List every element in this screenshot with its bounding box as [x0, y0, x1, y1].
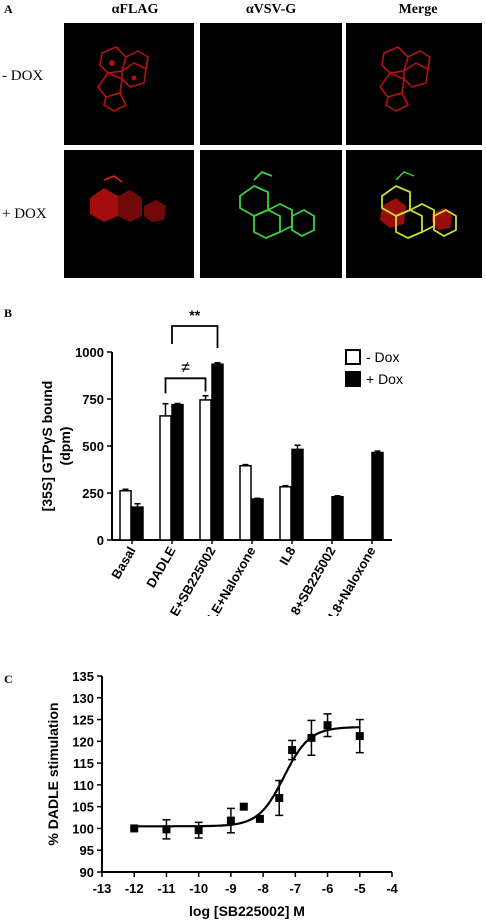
- bar-minus-dox: [279, 486, 292, 541]
- x-tick-label: -4: [386, 881, 398, 896]
- y-tick-label: 120: [72, 734, 94, 749]
- y-tick-label: 105: [72, 800, 94, 815]
- data-point: [194, 826, 203, 835]
- data-point: [355, 732, 364, 741]
- micrograph-merge-minus-dox: [346, 23, 482, 145]
- y-tick-label: 135: [72, 669, 94, 684]
- data-point: [162, 825, 171, 834]
- x-tick-label: -11: [157, 881, 175, 896]
- x-tick-label: -12: [125, 881, 144, 896]
- bar-plus-dox: [291, 448, 304, 541]
- panel-b-letter: B: [4, 306, 13, 320]
- significance-label-inner: ≠: [181, 359, 190, 376]
- x-tick-label: -8: [257, 881, 269, 896]
- significance-label-top: **: [189, 307, 200, 323]
- significance-bracket-top: [171, 325, 219, 348]
- row-label-plus-dox: + DOX: [2, 206, 47, 222]
- bar-plus-dox: [371, 451, 384, 541]
- data-point: [323, 721, 332, 730]
- bar-chart: 0 250 500 750 1000 [35S] GTPγS bound (dpm) Basa…: [39, 307, 403, 616]
- x-tick-label: -5: [354, 881, 366, 896]
- legend-swatch: [345, 349, 361, 365]
- data-point: [255, 814, 264, 823]
- y-tick-label: 110: [73, 778, 94, 793]
- data-point: [239, 802, 248, 811]
- dose-response-chart: 90 95 100 105 110 115 120 125 130 135 -13 -12 -11 -10…: [45, 669, 399, 919]
- legend-label: - Dox: [366, 349, 399, 365]
- x-tick-label: Basal: [108, 544, 138, 582]
- data-point: [307, 733, 316, 742]
- y-tick-label: 90: [80, 865, 94, 880]
- column-header-flag: αFLAG: [111, 2, 159, 17]
- y-tick-label: 125: [72, 713, 94, 728]
- x-tick-label: -13: [93, 881, 112, 896]
- y-tick-label: 0: [97, 533, 104, 548]
- x-tick-label: -7: [290, 881, 302, 896]
- y-tick-label: 95: [80, 843, 94, 858]
- bar-minus-dox: [199, 399, 212, 541]
- x-tick-label: DADLE: [143, 544, 179, 591]
- micrograph-flag-minus-dox: [64, 23, 194, 145]
- y-tick-label: 100: [72, 821, 94, 836]
- bar-plus-dox: [131, 506, 144, 541]
- panel-a-letter: A: [4, 2, 13, 16]
- column-header-vsvg: αVSV-G: [245, 2, 297, 17]
- bar-plus-dox: [211, 363, 224, 541]
- micrograph-vsvg-minus-dox: [200, 23, 342, 145]
- column-header-merge: Merge: [398, 2, 438, 17]
- micrograph-vsvg-plus-dox: [200, 150, 342, 278]
- y-tick-label: 750: [82, 392, 104, 407]
- y-axis-label: % DADLE stimulation: [45, 702, 61, 845]
- legend-swatch: [345, 371, 361, 387]
- y-tick-label: 500: [82, 439, 104, 454]
- micrograph-flag-plus-dox: [64, 150, 194, 278]
- legend-label: + Dox: [366, 371, 403, 387]
- y-axis-unit: (dpm): [57, 427, 73, 466]
- x-tick-label: -6: [322, 881, 334, 896]
- y-tick-label: 1000: [75, 345, 104, 360]
- bar-minus-dox: [119, 489, 132, 541]
- y-tick-label: 250: [82, 486, 104, 501]
- data-point: [226, 816, 235, 825]
- bar-minus-dox: [239, 464, 252, 541]
- micrograph-merge-plus-dox: [346, 150, 482, 278]
- y-tick-label: 130: [72, 691, 94, 706]
- y-tick-label: 115: [73, 756, 94, 771]
- x-tick-label: IL8: [276, 544, 298, 568]
- fit-curve: [134, 726, 360, 828]
- significance-bracket-inner: [164, 377, 207, 394]
- data-point: [130, 824, 139, 833]
- row-label-minus-dox: - DOX: [2, 68, 44, 84]
- panel-c-letter: C: [4, 672, 13, 686]
- bar-plus-dox: [171, 403, 184, 541]
- x-axis-label: log [SB225002] M: [189, 903, 305, 919]
- x-tick-label: -9: [225, 881, 237, 896]
- x-tick-label: -10: [189, 881, 208, 896]
- bar-plus-dox: [251, 498, 264, 541]
- data-point: [288, 746, 297, 755]
- data-point: [275, 793, 284, 802]
- bar-minus-dox: [159, 415, 172, 541]
- bar-plus-dox: [331, 496, 344, 541]
- y-axis-label: [35S] GTPγS bound: [39, 381, 55, 512]
